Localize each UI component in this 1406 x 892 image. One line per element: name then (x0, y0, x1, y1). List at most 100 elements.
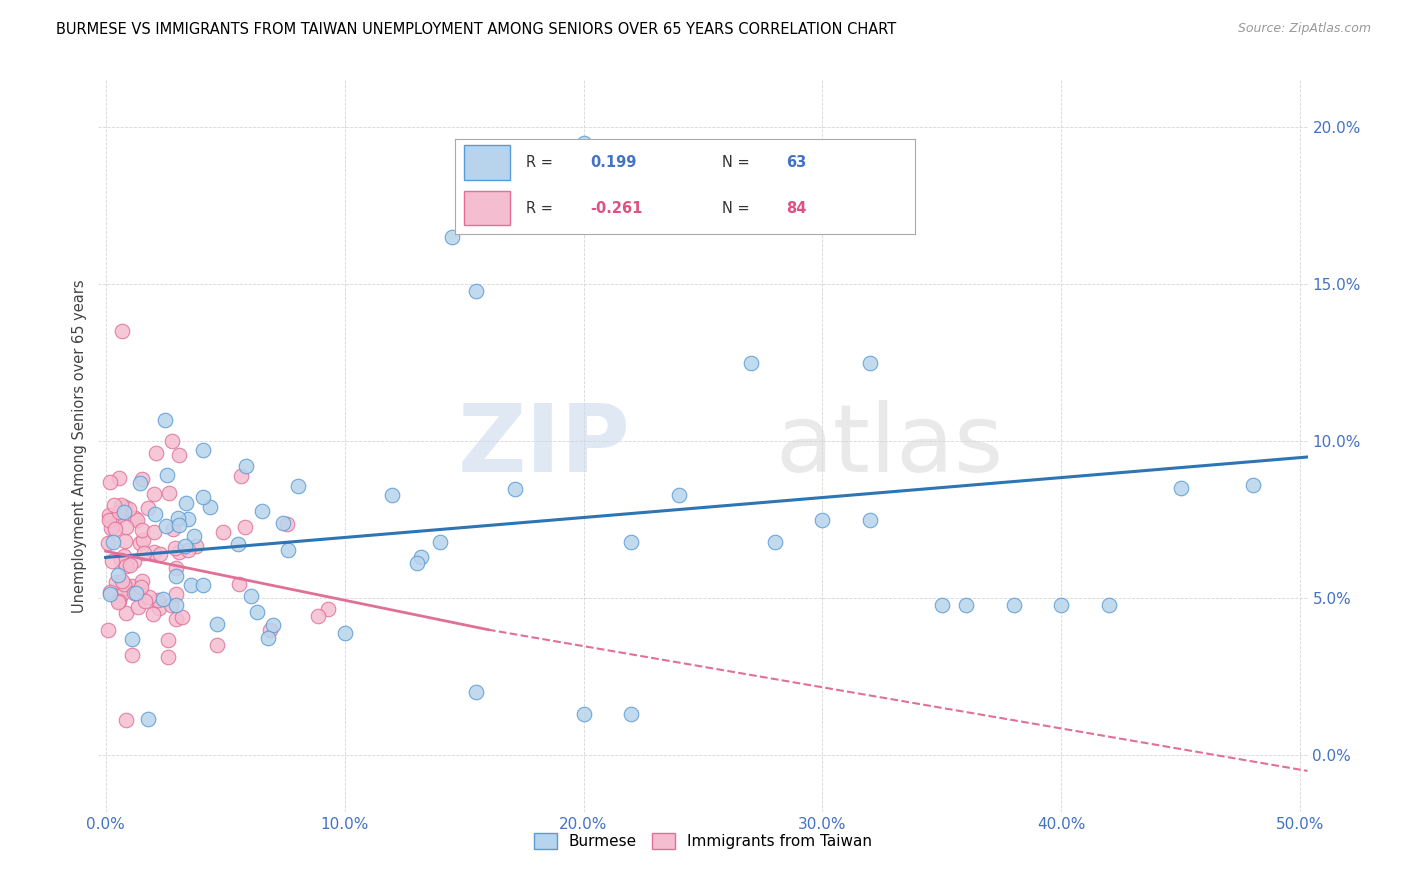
Point (98, 475, 121, 489)
Point (115, 558, 138, 573)
Point (155, 519, 177, 533)
Point (262, 617, 284, 632)
Point (145, 445, 167, 459)
Y-axis label: Unemployment Among Seniors over 65 years: Unemployment Among Seniors over 65 years (72, 279, 87, 613)
Point (165, 568, 187, 582)
Point (103, 518, 125, 533)
Point (239, 589, 262, 603)
Point (155, 413, 177, 427)
Point (172, 609, 194, 624)
Point (148, 592, 170, 607)
Point (108, 470, 131, 484)
Point (125, 586, 148, 600)
Point (114, 713, 136, 727)
Point (108, 594, 131, 608)
Point (101, 534, 124, 549)
Point (112, 505, 135, 519)
Point (104, 575, 127, 590)
Point (167, 518, 190, 533)
Point (162, 434, 184, 449)
Point (115, 606, 138, 620)
Point (104, 522, 127, 536)
Point (156, 468, 179, 483)
Point (114, 520, 136, 534)
Point (136, 712, 159, 726)
Point (129, 580, 152, 594)
Point (157, 486, 180, 500)
Point (1002, 598, 1025, 612)
Point (149, 547, 172, 561)
Point (165, 541, 187, 556)
Point (198, 500, 221, 514)
Point (165, 561, 187, 575)
Point (465, 284, 488, 298)
Point (148, 601, 170, 615)
Point (120, 558, 142, 573)
Point (229, 469, 252, 483)
Point (112, 576, 135, 591)
Point (157, 650, 180, 665)
Point (955, 598, 977, 612)
Point (131, 574, 153, 589)
Point (740, 356, 762, 370)
Text: atlas: atlas (776, 400, 1004, 492)
Point (207, 638, 229, 652)
Point (167, 545, 190, 559)
Point (191, 578, 214, 592)
Point (184, 540, 207, 554)
Point (162, 522, 184, 536)
Point (165, 587, 187, 601)
Point (100, 513, 122, 527)
Point (152, 591, 174, 606)
Point (111, 574, 134, 589)
Point (103, 499, 125, 513)
Point (142, 525, 165, 540)
Point (1241, 478, 1264, 492)
Point (406, 557, 429, 571)
Text: Source: ZipAtlas.com: Source: ZipAtlas.com (1237, 22, 1371, 36)
Point (129, 475, 152, 490)
Point (409, 549, 432, 564)
Point (259, 623, 281, 637)
Point (811, 513, 834, 527)
Text: BURMESE VS IMMIGRANTS FROM TAIWAN UNEMPLOYMENT AMONG SENIORS OVER 65 YEARS CORRE: BURMESE VS IMMIGRANTS FROM TAIWAN UNEMPL… (56, 22, 897, 37)
Point (207, 617, 229, 632)
Point (122, 554, 145, 568)
Point (668, 488, 690, 502)
Point (503, 483, 526, 497)
Point (124, 511, 146, 525)
Point (110, 588, 132, 602)
Point (287, 479, 309, 493)
Point (620, 534, 643, 549)
Point (165, 612, 187, 626)
Point (101, 554, 124, 568)
Point (108, 505, 131, 519)
Point (620, 707, 643, 722)
Point (176, 495, 198, 509)
Point (931, 598, 953, 612)
Point (277, 543, 299, 558)
Point (121, 579, 143, 593)
Point (97, 624, 120, 638)
Point (125, 513, 148, 527)
Point (110, 553, 132, 567)
Point (143, 487, 166, 501)
Point (233, 520, 256, 534)
Point (381, 488, 404, 502)
Point (111, 325, 134, 339)
Point (245, 606, 267, 620)
Point (1050, 598, 1073, 612)
Point (134, 594, 156, 608)
Point (129, 536, 152, 550)
Point (167, 448, 190, 462)
Point (118, 502, 141, 516)
Point (212, 524, 235, 539)
Point (572, 707, 595, 722)
Point (191, 443, 214, 458)
Point (131, 524, 153, 538)
Point (763, 534, 786, 549)
Point (176, 543, 198, 558)
Point (136, 501, 159, 516)
Point (429, 534, 451, 549)
Point (318, 602, 340, 616)
